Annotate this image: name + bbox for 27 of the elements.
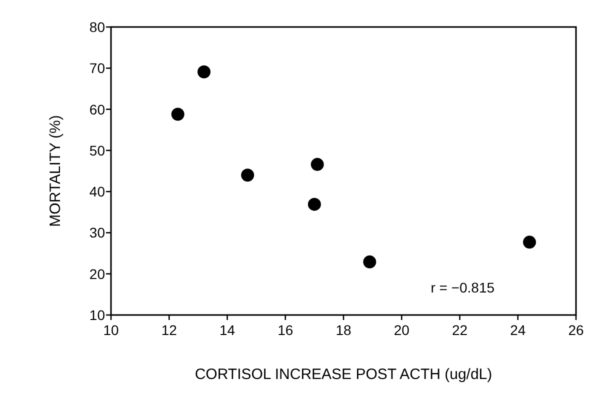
point — [523, 236, 536, 249]
y-tick-label: 50 — [89, 142, 106, 158]
y-tick-label: 40 — [89, 184, 106, 200]
annotation: r = −0.815 — [430, 279, 495, 296]
y-tick-label: 10 — [89, 307, 106, 323]
x-tick-label: 22 — [452, 322, 468, 338]
point — [363, 255, 376, 268]
x-tick-label: 12 — [161, 322, 178, 338]
point — [241, 168, 254, 182]
x-tick-label: 18 — [336, 322, 352, 338]
point — [310, 158, 324, 171]
point — [198, 65, 210, 78]
x-tick-label: 14 — [219, 322, 236, 338]
y-tick-label: 20 — [89, 266, 106, 282]
point — [308, 198, 321, 211]
y-axis-title: MORTALITY (%) — [47, 115, 64, 227]
y-tick-label: 80 — [89, 19, 106, 35]
y-tick-label: 30 — [89, 224, 106, 241]
x-tick-label: 20 — [394, 322, 410, 338]
x-tick-label: 16 — [278, 322, 294, 338]
y-tick-label: 60 — [89, 101, 106, 118]
x-tick-label: 26 — [568, 322, 584, 338]
x-axis-title: CORTISOL INCREASE POST ACTH (ug/dL) — [194, 366, 492, 383]
point — [171, 108, 184, 121]
y-tick-label: 70 — [89, 60, 106, 76]
x-tick-label: 24 — [510, 322, 526, 338]
x-tick-label: 10 — [103, 322, 119, 338]
